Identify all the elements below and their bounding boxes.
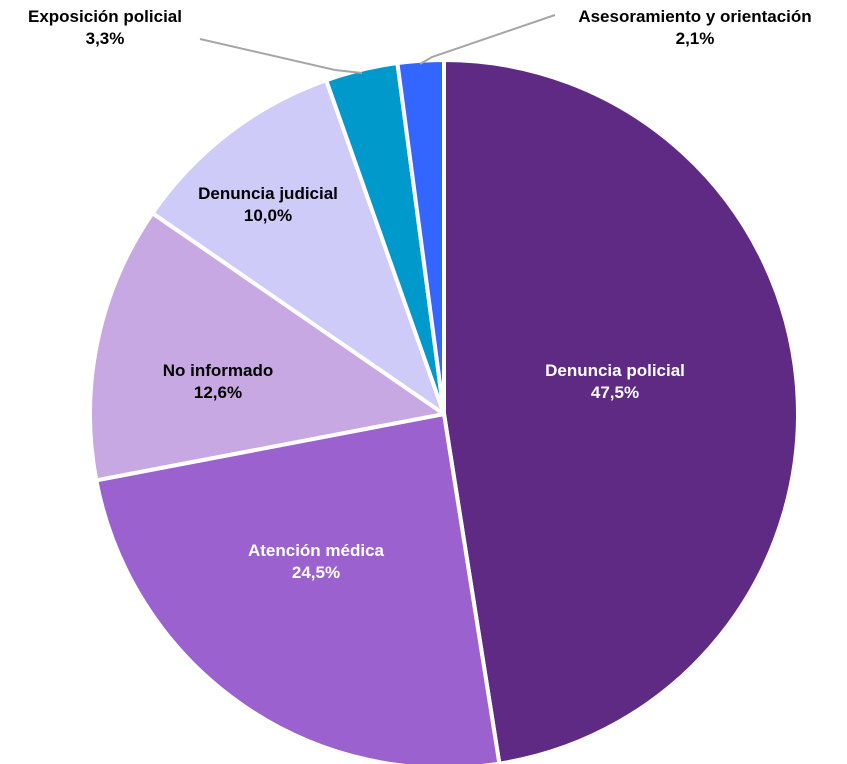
labels-layer: Denuncia policial 47,5% Atención médica 24,… — [28, 7, 812, 582]
leader-line-exposicion-policial — [199, 38, 363, 74]
slice-label-asesoramiento-y-orientacion: Asesoramiento y orientación — [578, 7, 811, 26]
slice-value-asesoramiento-y-orientacion: 2,1% — [676, 29, 715, 48]
pie-slice-no-informado — [88, 211, 446, 483]
slice-value-atencion-medica: 24,5% — [292, 563, 340, 582]
slice-value-exposicion-policial: 3,3% — [86, 29, 125, 48]
pie-slice-denuncia-policial — [442, 58, 800, 764]
slice-value-denuncia-policial: 47,5% — [591, 383, 639, 402]
slice-label-no-informado: No informado — [163, 361, 274, 380]
slice-value-denuncia-judicial: 10,0% — [244, 206, 292, 225]
slice-label-denuncia-policial: Denuncia policial — [545, 361, 685, 380]
pie-slice-denuncia-judicial — [150, 78, 446, 416]
pie-slice-asesoramiento-y-orientacion — [395, 58, 446, 416]
leader-lines-layer — [199, 14, 556, 74]
slice-label-atencion-medica: Atención médica — [248, 541, 385, 560]
slice-label-exposicion-policial: Exposición policial — [28, 7, 182, 26]
slices-layer — [88, 58, 800, 764]
slice-value-no-informado: 12,6% — [194, 383, 242, 402]
slice-label-denuncia-judicial: Denuncia judicial — [198, 184, 338, 203]
leader-line-asesoramiento-y-orientacion — [419, 14, 556, 65]
pie-slice-atencion-medica — [94, 412, 502, 764]
